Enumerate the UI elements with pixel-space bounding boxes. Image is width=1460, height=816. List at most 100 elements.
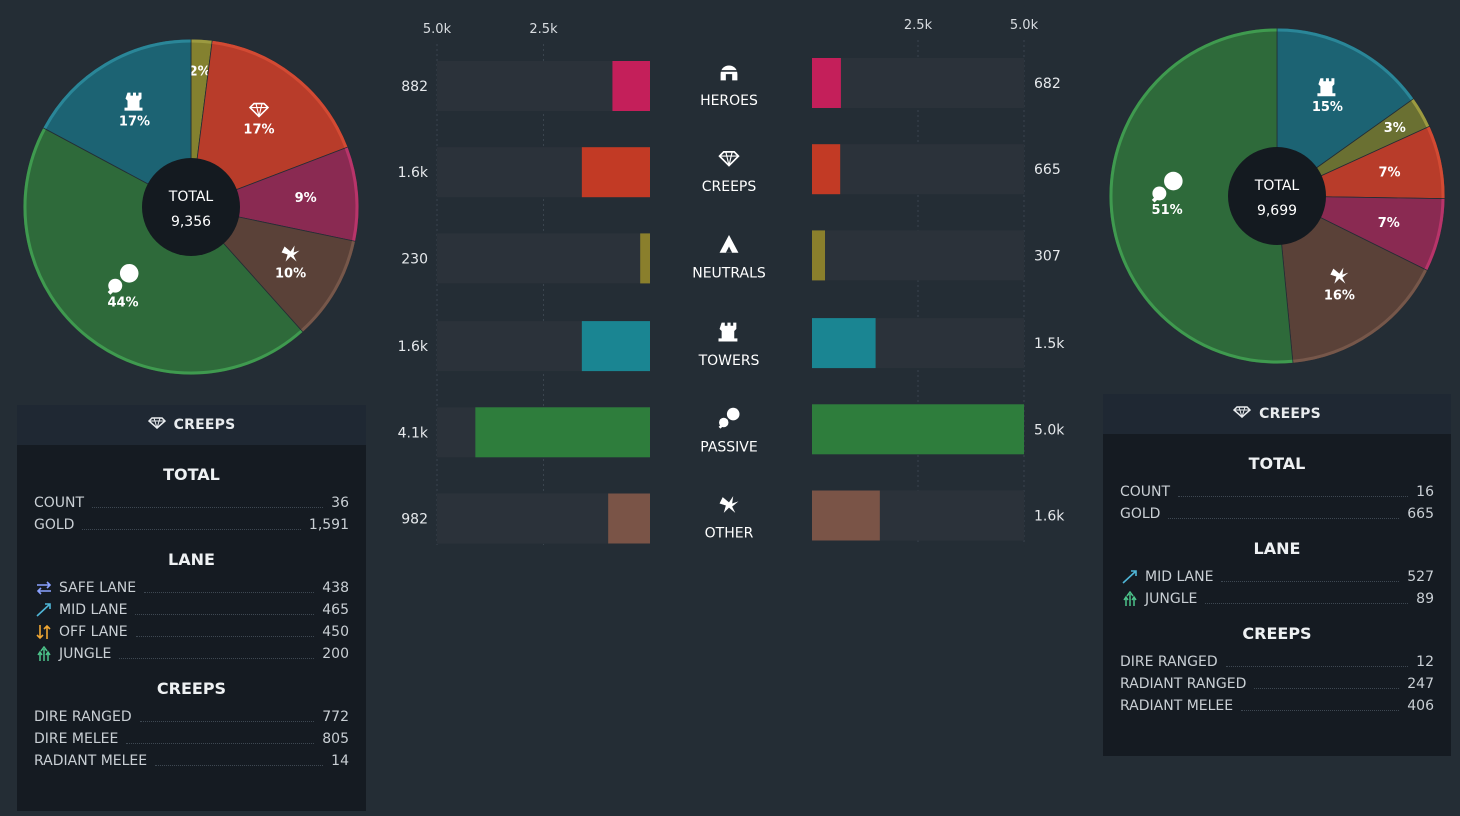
right-pie-total-label: TOTAL <box>1254 178 1300 194</box>
right-pie-chart: 15% 3% 7% 7% 16% 51% TOTAL 9,699 <box>1104 23 1450 369</box>
left-bar-creeps[interactable] <box>581 147 650 198</box>
panel-row: SAFE LANE 438 <box>34 577 349 599</box>
left-bar-other[interactable] <box>608 493 650 544</box>
helmet-icon <box>720 65 738 81</box>
row-value: 438 <box>322 580 349 596</box>
right-panel-header: CREEPS <box>1103 394 1451 434</box>
right-bar-passive[interactable] <box>812 404 1024 455</box>
right-track-neutrals <box>812 230 1024 281</box>
row-leader <box>135 635 315 637</box>
category-label-neutrals: NEUTRALS <box>692 265 766 281</box>
left-pie-total-value: 9,356 <box>171 214 211 230</box>
left-bar-neutrals[interactable] <box>640 233 650 284</box>
right-bar-other[interactable] <box>812 490 880 541</box>
panel-row: MID LANE 465 <box>34 599 349 621</box>
row-leader <box>126 742 315 744</box>
left-pie-slice-passive[interactable] <box>22 127 304 376</box>
category-label-other: OTHER <box>705 526 754 542</box>
row-leader <box>1178 495 1409 497</box>
right-bar-creeps[interactable] <box>812 144 841 195</box>
tower-icon <box>1317 78 1336 97</box>
left-pie-slice-creeps[interactable] <box>190 39 349 208</box>
right-pie-total-value: 9,699 <box>1257 203 1297 219</box>
row-leader <box>144 591 315 593</box>
right-bar-towers[interactable] <box>812 318 876 369</box>
right-pie-rim-towers <box>1277 28 1414 101</box>
row-label: DIRE RANGED <box>34 709 132 725</box>
left-axis-tick: 2.5k <box>529 22 558 37</box>
row-label: MID LANE <box>59 602 128 618</box>
right-pie-slice-towers[interactable] <box>1276 27 1415 197</box>
panel-row: RADIANT RANGED 247 <box>1120 673 1434 695</box>
row-label: GOLD <box>34 517 75 533</box>
row-value: 527 <box>1407 569 1434 585</box>
row-leader <box>1241 709 1400 711</box>
panel-section-title: LANE <box>1253 539 1301 558</box>
row-label: MID LANE <box>1145 569 1214 585</box>
left-value-creeps: 1.6k <box>398 165 429 181</box>
left-pie-label-neutrals: 9% <box>295 191 317 206</box>
right-pie-slice-other[interactable] <box>1276 195 1429 364</box>
right-pie-label-towers: 15% <box>1312 100 1343 115</box>
left-bar-heroes[interactable] <box>612 61 650 111</box>
right-value-heroes: 682 <box>1034 76 1061 92</box>
left-pie-label-other: 10% <box>275 267 306 282</box>
left-pie-rim-towers <box>43 39 191 130</box>
row-value: 406 <box>1407 698 1434 714</box>
right-creeps-panel: CREEPS TOTAL COUNT 16 GOLD 665 LANE MID LANE 52… <box>1103 394 1451 756</box>
row-leader <box>1225 665 1409 667</box>
row-label: DIRE MELEE <box>34 731 119 747</box>
row-label: JUNGLE <box>59 646 112 662</box>
left-pie-rim-neutrals <box>344 147 359 241</box>
tower-icon <box>718 322 738 342</box>
passive-icon <box>1151 171 1183 203</box>
right-value-creeps: 665 <box>1034 162 1061 178</box>
left-pie-center-hole <box>142 158 240 256</box>
left-pie-label-passive: 44% <box>107 295 138 310</box>
right-bar-neutrals[interactable] <box>812 230 826 281</box>
left-pie-svg: 2% 17% 9% 10% 44% 17% TOTAL 9,356 <box>22 38 360 376</box>
left-bar-towers[interactable] <box>581 321 650 372</box>
mid-lane-icon <box>34 603 54 617</box>
off-lane-icon <box>34 624 54 640</box>
panel-row: RADIANT MELEE 14 <box>34 750 349 772</box>
passive-icon <box>718 407 740 429</box>
right-axis-tick: 2.5k <box>904 18 933 33</box>
row-value: 450 <box>322 624 349 640</box>
row-value: 805 <box>322 731 349 747</box>
gem-icon <box>248 102 270 118</box>
right-panel-body: TOTAL COUNT 16 GOLD 665 LANE MID LANE 527 JUNGLE… <box>1103 434 1451 717</box>
right-pie-label-other: 16% <box>1324 289 1355 304</box>
right-pie-slice-passive[interactable] <box>1108 27 1294 365</box>
row-label: COUNT <box>1120 484 1171 500</box>
panel-section-title: LANE <box>168 550 215 569</box>
left-pie-slice-neutrals[interactable] <box>189 146 360 242</box>
row-value: 1,591 <box>308 517 349 533</box>
left-bar-passive[interactable] <box>475 407 650 458</box>
jungle-icon <box>1120 591 1140 607</box>
panel-row: COUNT 36 <box>34 492 349 514</box>
row-value: 36 <box>331 495 349 511</box>
right-pie-rim-creeps <box>1426 126 1445 199</box>
panel-row: MID LANE 527 <box>1120 566 1434 588</box>
row-label: JUNGLE <box>1145 591 1198 607</box>
right-bar-heroes[interactable] <box>812 58 841 108</box>
neutrals-icon <box>719 234 739 253</box>
left-pie-rim-heroes <box>191 39 212 44</box>
right-value-neutrals: 307 <box>1034 248 1061 264</box>
right-pie-label-neutrals: 7% <box>1378 216 1400 231</box>
panel-row: GOLD 665 <box>1120 503 1434 525</box>
right-pie-center-hole <box>1228 147 1326 245</box>
panel-row: DIRE RANGED 772 <box>34 706 349 728</box>
panel-section-title: CREEPS <box>156 679 227 698</box>
row-leader <box>1221 580 1400 582</box>
row-value: 247 <box>1407 676 1434 692</box>
panel-row: RADIANT MELEE 406 <box>1120 695 1434 717</box>
passive-icon <box>107 263 139 295</box>
panel-row: DIRE RANGED 12 <box>1120 651 1434 673</box>
left-panel-title: CREEPS <box>173 417 236 433</box>
left-pie-slice-other[interactable] <box>189 206 356 333</box>
row-label: RADIANT RANGED <box>1120 676 1247 692</box>
right-pie-rim-neutrals <box>1424 198 1445 271</box>
left-pie-slice-towers[interactable] <box>42 38 192 208</box>
